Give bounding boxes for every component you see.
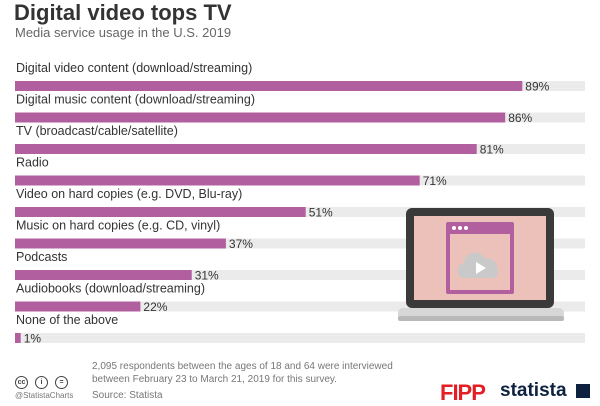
value-label: 1% [24, 332, 42, 346]
survey-note: 2,095 respondents between the ages of 18… [92, 361, 393, 385]
no-derivatives-icon: = [55, 376, 68, 389]
category-label: Podcasts [16, 250, 67, 264]
bar-chart: Digital video content (download/streamin… [15, 61, 585, 346]
statista-logo-mark [576, 384, 590, 398]
value-label: 37% [229, 237, 253, 251]
bar [15, 301, 141, 312]
value-label: 22% [143, 300, 167, 314]
bar [15, 112, 506, 123]
category-label: Audiobooks (download/streaming) [16, 282, 205, 296]
cc-license-icon: cc [15, 376, 28, 389]
value-label: 86% [508, 111, 532, 125]
attribution-icon: i [35, 376, 48, 389]
category-label: Digital video content (download/streamin… [16, 61, 252, 75]
statista-logo: statista [500, 380, 567, 401]
chart-subtitle: Media service usage in the U.S. 2019 [15, 25, 232, 40]
twitter-handle: @StatistaCharts [15, 391, 74, 400]
category-label: None of the above [16, 313, 118, 327]
bar-track [15, 301, 585, 312]
source-label: Source: Statista [92, 390, 163, 401]
value-label: 81% [480, 143, 504, 157]
chart-title: Digital video tops TV [14, 0, 232, 25]
laptop-cloud-video-icon [398, 208, 564, 321]
bar-track [15, 270, 585, 280]
fipp-logo: FIPP [440, 380, 486, 405]
category-label: TV (broadcast/cable/satellite) [16, 124, 178, 138]
bar [15, 81, 523, 91]
bar-track [15, 238, 585, 249]
bar [15, 144, 477, 154]
bar-track [15, 333, 585, 343]
bar [15, 270, 192, 280]
value-label: 71% [423, 174, 447, 188]
bar [15, 175, 420, 186]
category-label: Radio [16, 156, 49, 170]
value-label: 89% [525, 80, 549, 94]
value-label: 51% [309, 206, 333, 220]
bar [15, 207, 306, 217]
category-label: Video on hard copies (e.g. DVD, Blu-ray) [16, 187, 242, 201]
value-label: 31% [195, 269, 219, 283]
bar [15, 333, 21, 343]
category-label: Music on hard copies (e.g. CD, vinyl) [16, 219, 220, 233]
bar [15, 238, 226, 249]
category-label: Digital music content (download/streamin… [16, 93, 255, 107]
